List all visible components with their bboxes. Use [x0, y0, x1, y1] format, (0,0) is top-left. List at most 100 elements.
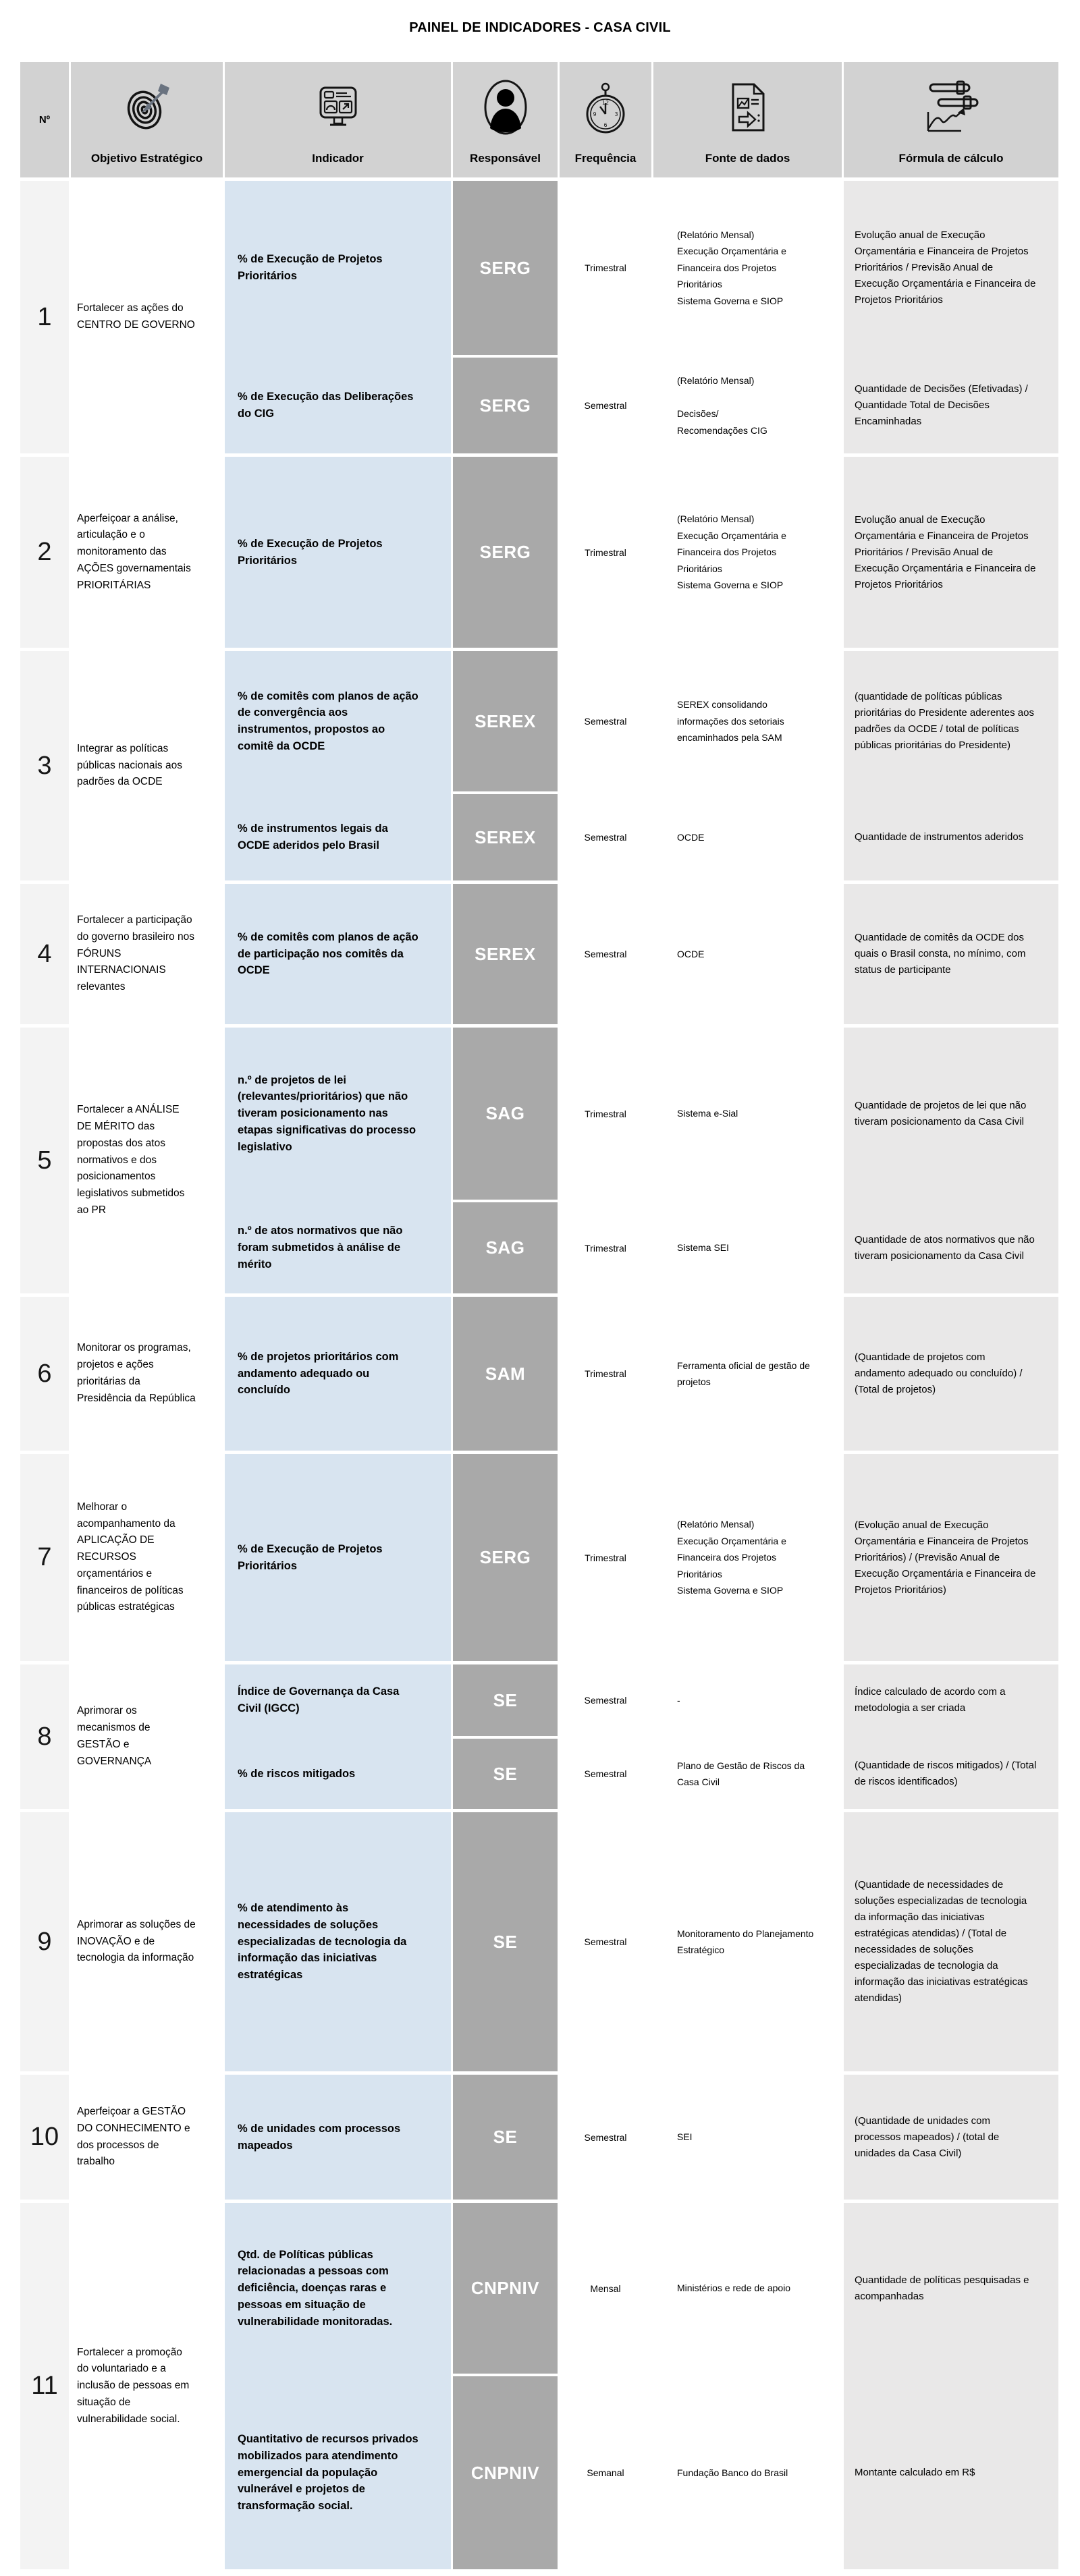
formula-subcell: Quantidade de comitês da OCDE dos quais … [844, 884, 1058, 1024]
indicator-cell: % de comitês com planos de ação de parti… [225, 884, 451, 1024]
formula-text: Quantidade de atos normativos que não ti… [855, 1233, 1035, 1262]
data-source-cell: Ferramenta oficial de gestão de projetos [653, 1297, 842, 1451]
formula-subcell: Evolução anual de Execução Orçamentária … [844, 181, 1058, 355]
data-source-cell: SEI [653, 2075, 842, 2200]
data-source-cell: - Plano de Gestão de Riscos da Casa Civi… [653, 1664, 842, 1809]
objective-cell: Aprimorar os mecanismos de GESTÃO e GOVE… [71, 1664, 223, 1809]
formula-subcell: Quantidade de políticas pesquisadas e ac… [844, 2203, 1058, 2374]
row-number-cell: 3 [20, 651, 69, 880]
header-frequencia: 12 3 6 9 Frequência [560, 62, 651, 177]
frequency-text: Semestral [584, 400, 627, 411]
formula-cell: Índice calculado de acordo com a metodol… [844, 1664, 1058, 1809]
indicator-subcell: n.º de projetos de lei (relevantes/prior… [225, 1028, 451, 1200]
responsible-badge: SEREX [453, 884, 558, 1024]
formula-cell: (quantidade de políticas públicas priori… [844, 651, 1058, 880]
svg-text:9: 9 [593, 111, 596, 117]
formula-subcell: (Quantidade de projetos com andamento ad… [844, 1297, 1058, 1451]
frequency-subcell: Semestral [560, 2075, 651, 2200]
objective-cell: Fortalecer as ações do CENTRO DE GOVERNO [71, 181, 223, 453]
frequency-text: Semestral [584, 1936, 627, 1947]
responsible-text: CNPNIV [470, 2278, 540, 2298]
indicator-subcell: % de comitês com planos de ação de parti… [225, 884, 451, 1024]
target-icon [123, 62, 171, 152]
responsible-badge: SERG [453, 358, 558, 453]
indicator-text: % de atendimento às necessidades de solu… [238, 1902, 407, 1982]
frequency-text: Trimestral [585, 1108, 626, 1119]
responsible-text: SAG [485, 1237, 525, 1258]
formula-subcell: (Quantidade de riscos mitigados) / (Tota… [844, 1739, 1058, 1809]
table-row: 6 Monitorar os programas, projetos e açõ… [20, 1297, 1058, 1451]
formula-subcell: (Evolução anual de Execução Orçamentária… [844, 1454, 1058, 1661]
frequency-subcell: Semestral [560, 651, 651, 791]
objective-cell: Integrar as políticas públicas nacionais… [71, 651, 223, 880]
header-num-label: Nº [38, 114, 51, 125]
data-source-cell: (Relatório Mensal) Execução Orçamentária… [653, 1454, 842, 1661]
row-number-cell: 1 [20, 181, 69, 453]
row-number-cell: 10 [20, 2075, 69, 2200]
indicator-text: % de riscos mitigados [238, 1767, 356, 1780]
table-row: 4 Fortalecer a participação do governo b… [20, 884, 1058, 1024]
header-fonte: Fonte de dados [653, 62, 842, 177]
data-source-text: OCDE [677, 831, 705, 843]
responsible-badge: SE [453, 2075, 558, 2200]
data-source-subcell: SEI [653, 2075, 842, 2200]
responsible-badge: SEREX [453, 651, 558, 791]
data-source-text: SEI [677, 2131, 693, 2143]
indicator-text: n.º de atos normativos que não foram sub… [238, 1225, 403, 1270]
formula-text: Quantidade de políticas pesquisadas e ac… [855, 2274, 1029, 2302]
table-row: 10 Aperfeiçoar a GESTÃO DO CONHECIMENTO … [20, 2075, 1058, 2200]
responsible-badge: SE [453, 1739, 558, 1809]
data-source-subcell: - [653, 1664, 842, 1736]
row-number-cell: 4 [20, 884, 69, 1024]
formula-text: Quantidade de comitês da OCDE dos quais … [855, 932, 1026, 976]
formula-text: Quantidade de projetos de lei que não ti… [855, 1099, 1027, 1127]
responsible-cell: SE [453, 2075, 558, 2200]
objective-cell: Melhorar o acompanhamento da APLICAÇÃO D… [71, 1454, 223, 1661]
header-frequencia-label: Frequência [574, 152, 637, 165]
responsible-badge: CNPNIV [453, 2203, 558, 2374]
responsible-cell: SE SE [453, 1664, 558, 1809]
indicator-text: Qtd. de Políticas públicas relacionadas … [238, 2248, 393, 2328]
frequency-cell: Trimestral [560, 457, 651, 648]
frequency-subcell: Semestral [560, 884, 651, 1024]
data-source-text: Fundação Banco do Brasil [677, 2467, 788, 2478]
responsible-text: SERG [479, 1547, 531, 1567]
responsible-text: CNPNIV [470, 2462, 540, 2483]
row-number-cell: 5 [20, 1028, 69, 1293]
indicator-subcell: % de Execução das Deliberações do CIG [225, 358, 451, 453]
data-source-cell: OCDE [653, 884, 842, 1024]
table-row: 3 Integrar as políticas públicas naciona… [20, 651, 1058, 880]
objective-cell: Fortalecer a ANÁLISE DE MÉRITO das propo… [71, 1028, 223, 1293]
data-source-cell: Monitoramento do Planejamento Estratégic… [653, 1812, 842, 2071]
frequency-subcell: Mensal [560, 2203, 651, 2374]
header-formula: Fórmula de cálculo [844, 62, 1058, 177]
indicator-cell: % de atendimento às necessidades de solu… [225, 1812, 451, 2071]
indicator-text: Índice de Governança da Casa Civil (IGCC… [238, 1685, 400, 1714]
frequency-subcell: Trimestral [560, 1454, 651, 1661]
indicator-cell: % de projetos prioritários com andamento… [225, 1297, 451, 1451]
responsible-cell: SEREX [453, 884, 558, 1024]
data-source-subcell: SEREX consolidando informações dos setor… [653, 651, 842, 791]
responsible-badge: SE [453, 1664, 558, 1736]
table-row: 1 Fortalecer as ações do CENTRO DE GOVER… [20, 181, 1058, 453]
indicator-subcell: % de atendimento às necessidades de solu… [225, 1812, 451, 2071]
responsible-badge: SAG [453, 1202, 558, 1293]
data-source-subcell: Plano de Gestão de Riscos da Casa Civil [653, 1739, 842, 1809]
indicator-cell: n.º de projetos de lei (relevantes/prior… [225, 1028, 451, 1293]
indicator-cell: Índice de Governança da Casa Civil (IGCC… [225, 1664, 451, 1809]
frequency-text: Trimestral [585, 1368, 626, 1379]
formula-text: Quantidade de instrumentos aderidos [855, 831, 1024, 843]
data-source-text: (Relatório Mensal) Decisões/ Recomendaçõ… [677, 375, 767, 436]
formula-text: (Quantidade de projetos com andamento ad… [855, 1351, 1023, 1395]
responsible-badge: SE [453, 1812, 558, 2071]
formula-subcell: (quantidade de políticas públicas priori… [844, 651, 1058, 791]
frequency-text: Trimestral [585, 547, 626, 558]
frequency-text: Trimestral [585, 262, 626, 273]
responsible-text: SE [493, 1931, 518, 1952]
header-num: Nº [20, 62, 69, 177]
responsible-cell: SE [453, 1812, 558, 2071]
page-title: PAINEL DE INDICADORES - CASA CIVIL [409, 20, 671, 35]
data-source-subcell: Monitoramento do Planejamento Estratégic… [653, 1812, 842, 2071]
row-number: 11 [31, 2372, 58, 2400]
frequency-cell: Semestral [560, 2075, 651, 2200]
